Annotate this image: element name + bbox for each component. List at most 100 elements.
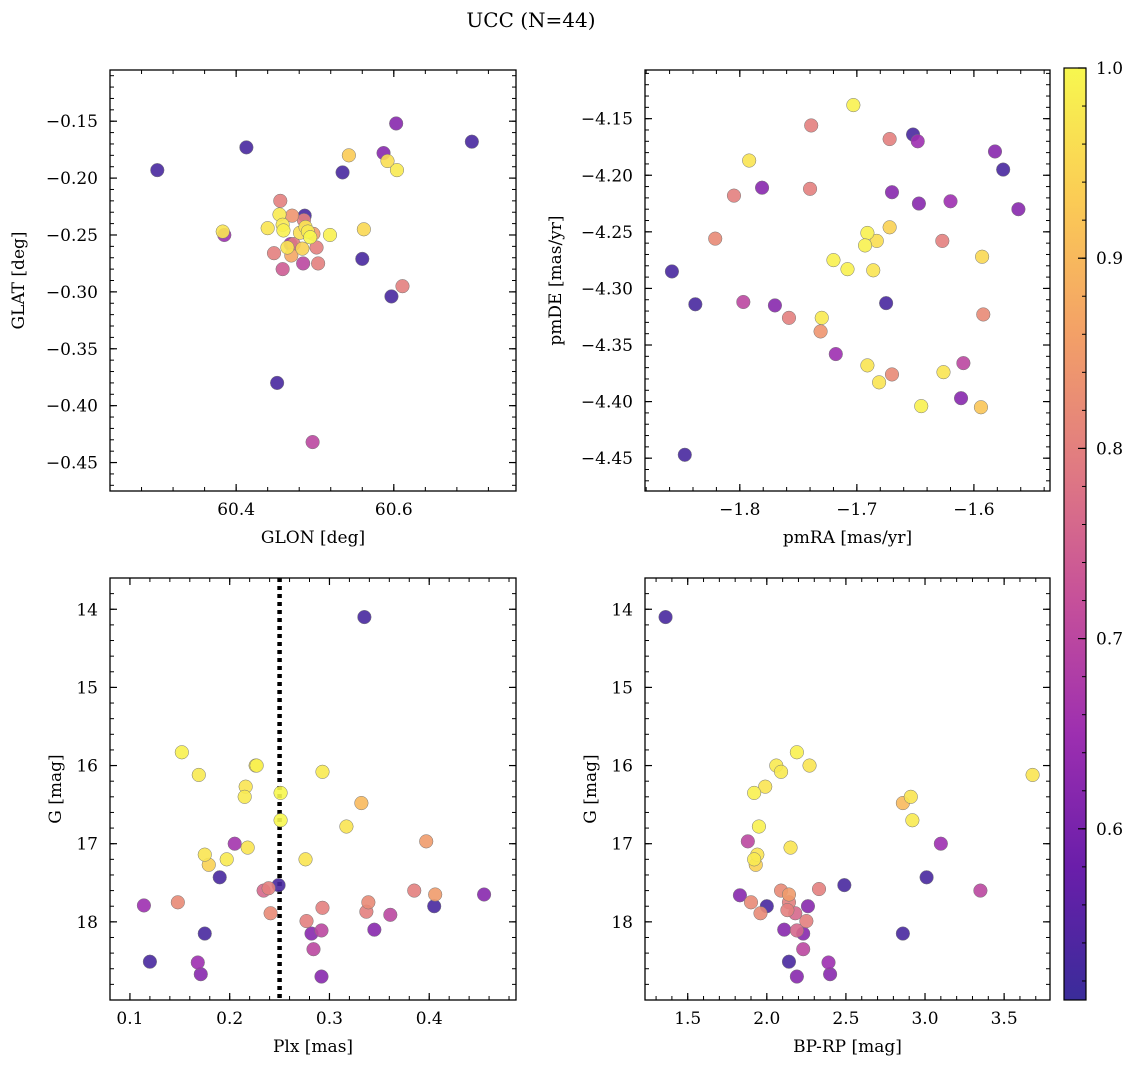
axes-frame <box>644 69 1051 492</box>
panel-glon-glat: 60.4 60.6 −0.15 −0.20 −0.25 −0.30 −0.35 −0.40 −0… <box>9 69 517 548</box>
y-tick-label: −4.25 <box>581 223 633 243</box>
y-tick-label: −0.20 <box>46 169 98 189</box>
scatter-point <box>747 785 762 800</box>
scatter-point <box>315 900 330 915</box>
scatter-point <box>1011 202 1026 217</box>
scatter-point <box>419 834 434 849</box>
scatter-point <box>789 923 804 938</box>
scatter-point <box>314 969 329 984</box>
scatter-point <box>753 906 768 921</box>
scatter-point <box>357 610 372 625</box>
x-tick-label: 0.1 <box>116 1009 143 1029</box>
y-tick-label: −0.25 <box>46 226 98 246</box>
scatter-point <box>755 180 770 195</box>
scatter-point <box>799 914 814 929</box>
y-tick-label: 15 <box>611 678 633 698</box>
scatter-point <box>800 899 815 914</box>
y-tick-label: −0.15 <box>46 112 98 132</box>
scatter-point <box>783 840 798 855</box>
scatter-point <box>266 246 282 261</box>
scatter-point <box>273 785 288 800</box>
scatter-point <box>802 758 817 773</box>
scatter-point <box>767 298 782 313</box>
colorbar-tick-label: 1.0 <box>1096 59 1123 79</box>
scatter-point <box>796 942 811 957</box>
scatter-point <box>335 165 350 180</box>
scatter-point <box>219 852 234 867</box>
x-tick-label: −1.6 <box>953 500 994 520</box>
y-tick-label: 15 <box>76 678 98 698</box>
scatter-point <box>227 836 242 851</box>
scatter-point <box>943 194 958 209</box>
scatter-point <box>743 895 759 910</box>
y-tick-label: 18 <box>611 913 633 933</box>
scatter-point <box>263 906 278 921</box>
scatter-point <box>813 324 828 339</box>
scatter-point <box>395 279 410 294</box>
scatter-point <box>933 836 948 851</box>
y-tick-label: 17 <box>611 835 633 855</box>
scatter-point <box>174 745 189 760</box>
scatter-point <box>828 347 843 362</box>
scatter-point <box>953 391 969 406</box>
x-tick-label: 60.4 <box>217 500 255 520</box>
scatter-point <box>910 134 925 149</box>
scatter-point <box>789 745 804 760</box>
y-tick-label: 14 <box>76 600 98 620</box>
scatter-point <box>380 153 395 169</box>
scatter-point <box>975 249 990 264</box>
scatter-point <box>383 907 398 922</box>
x-axis-label: Plx [mas] <box>273 1037 353 1057</box>
scatter-point <box>996 162 1011 177</box>
scatter-point <box>339 819 354 834</box>
scatter-point <box>732 888 747 903</box>
scatter-point <box>384 289 399 304</box>
scatter-point <box>936 365 951 380</box>
scatter-point <box>860 225 875 241</box>
scatter-point <box>1025 767 1040 782</box>
scatter-point <box>840 262 855 277</box>
scatter-point <box>477 887 492 902</box>
scatter-point <box>275 262 290 277</box>
scatter-point <box>781 954 797 969</box>
scatter-point <box>774 764 789 779</box>
x-tick-label: −1.7 <box>836 500 877 520</box>
x-tick-label: 2.5 <box>832 1009 859 1029</box>
scatter-point <box>884 367 900 382</box>
scatter-point <box>895 926 910 941</box>
colorbar-tick-label: 0.6 <box>1096 820 1123 840</box>
scatter-point <box>872 375 887 390</box>
x-tick-label: 60.6 <box>375 500 413 520</box>
scatter-point <box>190 955 205 970</box>
scatter-point <box>777 922 792 937</box>
scatter-point <box>935 233 950 248</box>
scatter-point <box>781 310 797 325</box>
figure-title: UCC (N=44) <box>466 8 595 32</box>
colorbar-tick-label: 0.7 <box>1096 630 1123 650</box>
x-tick-label: 2.0 <box>753 1009 780 1029</box>
y-axis-label: pmDE [mas/yr] <box>546 215 566 345</box>
scatter-point <box>780 903 795 918</box>
scatter-point <box>751 819 766 834</box>
scatter-point <box>428 887 443 902</box>
scatter-point <box>736 294 751 310</box>
scatter-point <box>837 878 852 893</box>
scatter-point <box>193 967 208 982</box>
y-tick-label: −4.40 <box>581 393 633 413</box>
scatter-point <box>987 144 1003 159</box>
scatter-point <box>846 98 861 113</box>
scatter-point <box>273 813 288 828</box>
y-axis-label: GLAT [deg] <box>9 231 29 329</box>
scatter-point <box>389 163 405 178</box>
x-tick-label: 3.0 <box>911 1009 938 1029</box>
scatter-point <box>973 883 988 898</box>
scatter-point <box>882 220 897 235</box>
y-axis-label: G [mag] <box>581 754 601 823</box>
scatter-point <box>758 779 773 794</box>
scatter-point <box>315 764 330 779</box>
scatter-point <box>407 883 422 898</box>
scatter-point <box>197 926 212 941</box>
scatter-point <box>821 955 836 970</box>
scatter-point <box>240 840 255 855</box>
